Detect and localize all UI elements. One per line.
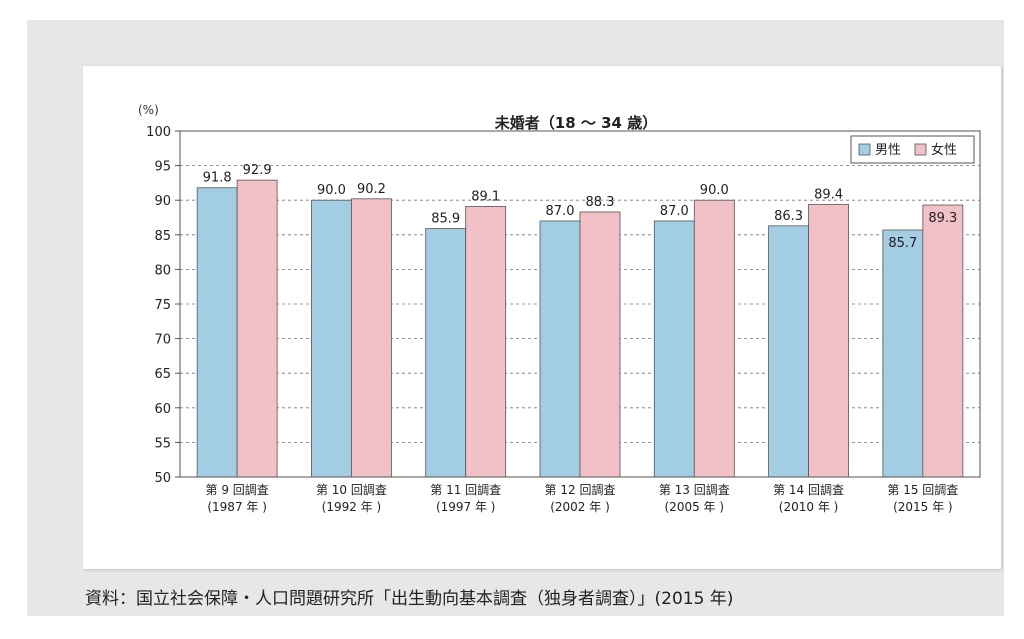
x-tick-sublabel: (2002 年 ) xyxy=(550,500,610,514)
bar-female xyxy=(693,199,735,478)
x-tick-sublabel: (2010 年 ) xyxy=(779,500,839,514)
data-label-male: 86.3 xyxy=(774,209,803,224)
source-note: 資料：国立社会保障・人口問題研究所「出生動向基本調査（独身者調査）」(2015 … xyxy=(85,589,734,609)
data-label-female: 92.9 xyxy=(243,163,272,178)
bar-female xyxy=(579,211,621,478)
x-tick-sublabel: (1997 年 ) xyxy=(436,500,496,514)
data-label-female: 88.3 xyxy=(586,195,615,210)
data-labels: 91.8 92.9 90.0 90.2 85.9 89.1 87.0 88.3 87.0 90.0… xyxy=(203,163,958,251)
legend-swatch-female xyxy=(914,143,927,156)
y-axis-unit: (%) xyxy=(138,103,159,117)
x-tick-sublabel: (2005 年 ) xyxy=(665,500,725,514)
data-label-female: 89.1 xyxy=(471,189,500,204)
y-tick-label: 50 xyxy=(154,471,171,486)
y-tick-label: 85 xyxy=(154,229,171,244)
bar-female xyxy=(922,204,964,478)
bar-male xyxy=(653,220,695,478)
y-tick-label: 65 xyxy=(154,367,171,382)
legend-label-female: 女性 xyxy=(931,142,957,158)
y-tick-label: 55 xyxy=(154,436,171,451)
bar-male xyxy=(539,220,581,478)
legend: 男性 女性 xyxy=(850,135,975,164)
y-tick-label: 70 xyxy=(154,333,171,348)
data-label-male: 85.9 xyxy=(431,212,460,227)
chart-title: 未婚者（18 ～ 34 歳） xyxy=(494,114,657,132)
bar-female xyxy=(808,203,849,478)
x-tick-label: 第 15 回調査 xyxy=(887,483,958,497)
y-tick-label: 75 xyxy=(154,298,171,313)
x-axis: 第 9 回調査 (1987 年 ) 第 10 回調査 (1992 年 ) 第 11 回調… xyxy=(206,483,959,514)
y-tick-label: 60 xyxy=(154,402,171,417)
data-label-female: 89.3 xyxy=(928,211,957,226)
x-tick-label: 第 10 回調査 xyxy=(316,483,387,497)
data-label-male: 87.0 xyxy=(546,204,575,219)
bar-male xyxy=(882,229,924,478)
data-label-male: 85.7 xyxy=(888,236,917,251)
bar-male xyxy=(196,187,238,478)
data-label-male: 90.0 xyxy=(317,183,346,198)
bar-male xyxy=(425,228,467,478)
x-tick-label: 第 11 回調査 xyxy=(430,483,501,497)
x-tick-label: 第 9 回調査 xyxy=(206,483,269,497)
figure-background: 91.8 92.9 90.0 90.2 85.9 89.1 87.0 88.3 87.0 90.0… xyxy=(27,20,1004,616)
x-tick-label: 第 14 回調査 xyxy=(773,483,844,497)
x-tick-label: 第 13 回調査 xyxy=(659,483,730,497)
x-tick-sublabel: (2015 年 ) xyxy=(893,500,953,514)
y-tick-label: 90 xyxy=(154,194,171,209)
bar-female xyxy=(351,198,392,478)
legend-label-male: 男性 xyxy=(875,143,901,158)
data-label-male: 87.0 xyxy=(660,204,689,219)
bar-chart: 91.8 92.9 90.0 90.2 85.9 89.1 87.0 88.3 87.0 90.0… xyxy=(138,103,981,514)
bar-male xyxy=(311,199,352,478)
data-label-female: 89.4 xyxy=(814,187,843,202)
data-label-male: 91.8 xyxy=(203,171,232,186)
legend-box xyxy=(850,135,975,164)
y-axis: 50 55 60 65 70 75 80 85 90 95 100 xyxy=(146,125,180,486)
legend-swatch-male xyxy=(858,143,871,156)
bar-female xyxy=(465,206,507,478)
chart-panel: 91.8 92.9 90.0 90.2 85.9 89.1 87.0 88.3 87.0 90.0… xyxy=(83,66,1001,569)
bars xyxy=(196,179,964,478)
y-tick-label: 80 xyxy=(154,263,171,278)
x-tick-label: 第 12 回調査 xyxy=(545,483,616,497)
y-tick-label: 95 xyxy=(154,160,171,175)
y-tick-label: 100 xyxy=(146,125,171,140)
bar-male xyxy=(768,225,809,478)
x-tick-sublabel: (1992 年 ) xyxy=(322,500,382,514)
data-label-female: 90.2 xyxy=(357,182,386,197)
bar-female xyxy=(236,179,278,478)
data-label-female: 90.0 xyxy=(700,183,729,198)
x-tick-sublabel: (1987 年 ) xyxy=(207,500,267,514)
